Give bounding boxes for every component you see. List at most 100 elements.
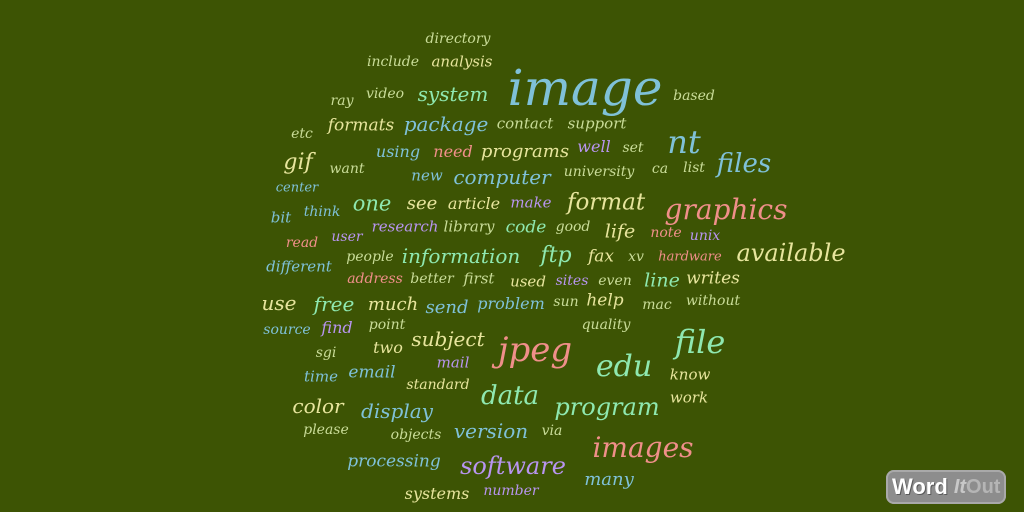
cloud-word: nt [667,123,701,161]
cloud-word: time [304,367,338,386]
cloud-word: standard [406,377,470,393]
cloud-word: gif [283,150,313,175]
cloud-word: free [313,292,355,316]
cloud-word: research [371,217,439,236]
cloud-word: subject [411,327,485,351]
cloud-word: use [261,291,297,315]
cloud-word: think [303,204,341,220]
cloud-word: ftp [540,243,572,268]
cloud-word: files [716,149,772,179]
cloud-word: programs [480,141,570,162]
cloud-word: sun [553,294,579,310]
cloud-word: sgi [315,345,337,361]
cloud-word: quality [581,317,631,333]
cloud-word: address [347,271,403,287]
cloud-word: help [586,290,624,311]
cloud-word: edu [595,349,653,384]
cloud-word: package [403,112,489,136]
cloud-word: article [447,194,501,213]
cloud-word: color [292,394,344,418]
cloud-word: program [554,393,660,421]
cloud-word: code [505,217,547,238]
cloud-word: center [275,180,319,196]
cloud-word: systems [404,484,470,503]
logo-word-text: Word [892,474,948,499]
cloud-word: analysis [431,52,493,71]
cloud-word: problem [477,294,545,313]
cloud-word: university [563,164,635,180]
cloud-word: email [348,362,396,383]
cloud-word: processing [347,451,441,472]
cloud-word: software [460,452,566,480]
cloud-word: people [346,249,394,265]
cloud-word: bit [270,208,292,227]
cloud-word: new [411,166,443,185]
cloud-word: jpeg [497,330,573,370]
cloud-word: file [674,323,726,361]
cloud-word: sites [555,273,589,289]
cloud-word: available [736,239,846,267]
cloud-word: note [650,225,682,241]
cloud-word: better [410,271,454,287]
cloud-word: video [365,86,405,102]
cloud-word: include [366,54,420,70]
cloud-word: version [453,419,529,443]
cloud-word: know [669,365,711,384]
cloud-word: graphics [664,193,788,226]
cloud-word: much [367,294,419,315]
cloud-word: writes [686,268,740,289]
cloud-word: data [480,381,540,411]
cloud-word: number [483,483,539,499]
cloud-word: hardware [658,249,722,265]
cloud-word: formats [327,115,395,136]
cloud-word: directory [425,31,491,47]
cloud-word: image [507,59,663,117]
cloud-word: source [263,322,311,338]
cloud-word: used [510,272,546,291]
cloud-word: need [433,142,473,161]
cloud-word: information [401,244,521,268]
cloud-word: first [463,269,495,288]
cloud-word: find [321,318,353,337]
wordle-logo: Word ItOut [886,468,1018,506]
cloud-word: please [303,422,349,438]
cloud-word: contact [496,114,554,133]
cloud-word: via [541,423,563,439]
cloud-word: different [266,257,332,276]
cloud-word: format [566,189,646,216]
cloud-word: support [567,114,627,133]
cloud-word: one [352,191,392,216]
cloud-word: images [592,431,694,464]
cloud-word: well [577,137,611,156]
cloud-word: see [406,193,438,214]
logo-out-text: Out [966,475,1001,498]
cloud-word: send [425,297,469,318]
cloud-word: many [584,469,634,490]
cloud-word: objects [390,427,442,443]
cloud-word: life [604,220,636,243]
cloud-word: make [510,193,552,212]
cloud-word: xv [628,249,644,265]
cloud-word: system [417,82,489,106]
logo-badge: Word ItOut [886,470,1007,504]
cloud-word: work [669,388,709,407]
cloud-word: fax [587,246,615,267]
cloud-word: ca [651,161,669,177]
logo-it-out: ItOut [954,476,1001,499]
cloud-word: mail [436,353,470,372]
cloud-word: good [555,219,591,235]
cloud-word: computer [453,165,551,189]
cloud-word: point [368,317,406,333]
cloud-word: based [673,88,715,104]
cloud-word: set [622,140,644,156]
cloud-word: using [375,142,421,161]
cloud-word: ray [330,93,354,109]
cloud-word: line [644,269,680,292]
cloud-word: user [331,229,363,245]
cloud-word: want [329,161,365,177]
logo-it-text: It [953,475,967,498]
cloud-word: unix [689,228,721,244]
cloud-word: two [373,338,403,357]
cloud-word: mac [642,297,672,313]
